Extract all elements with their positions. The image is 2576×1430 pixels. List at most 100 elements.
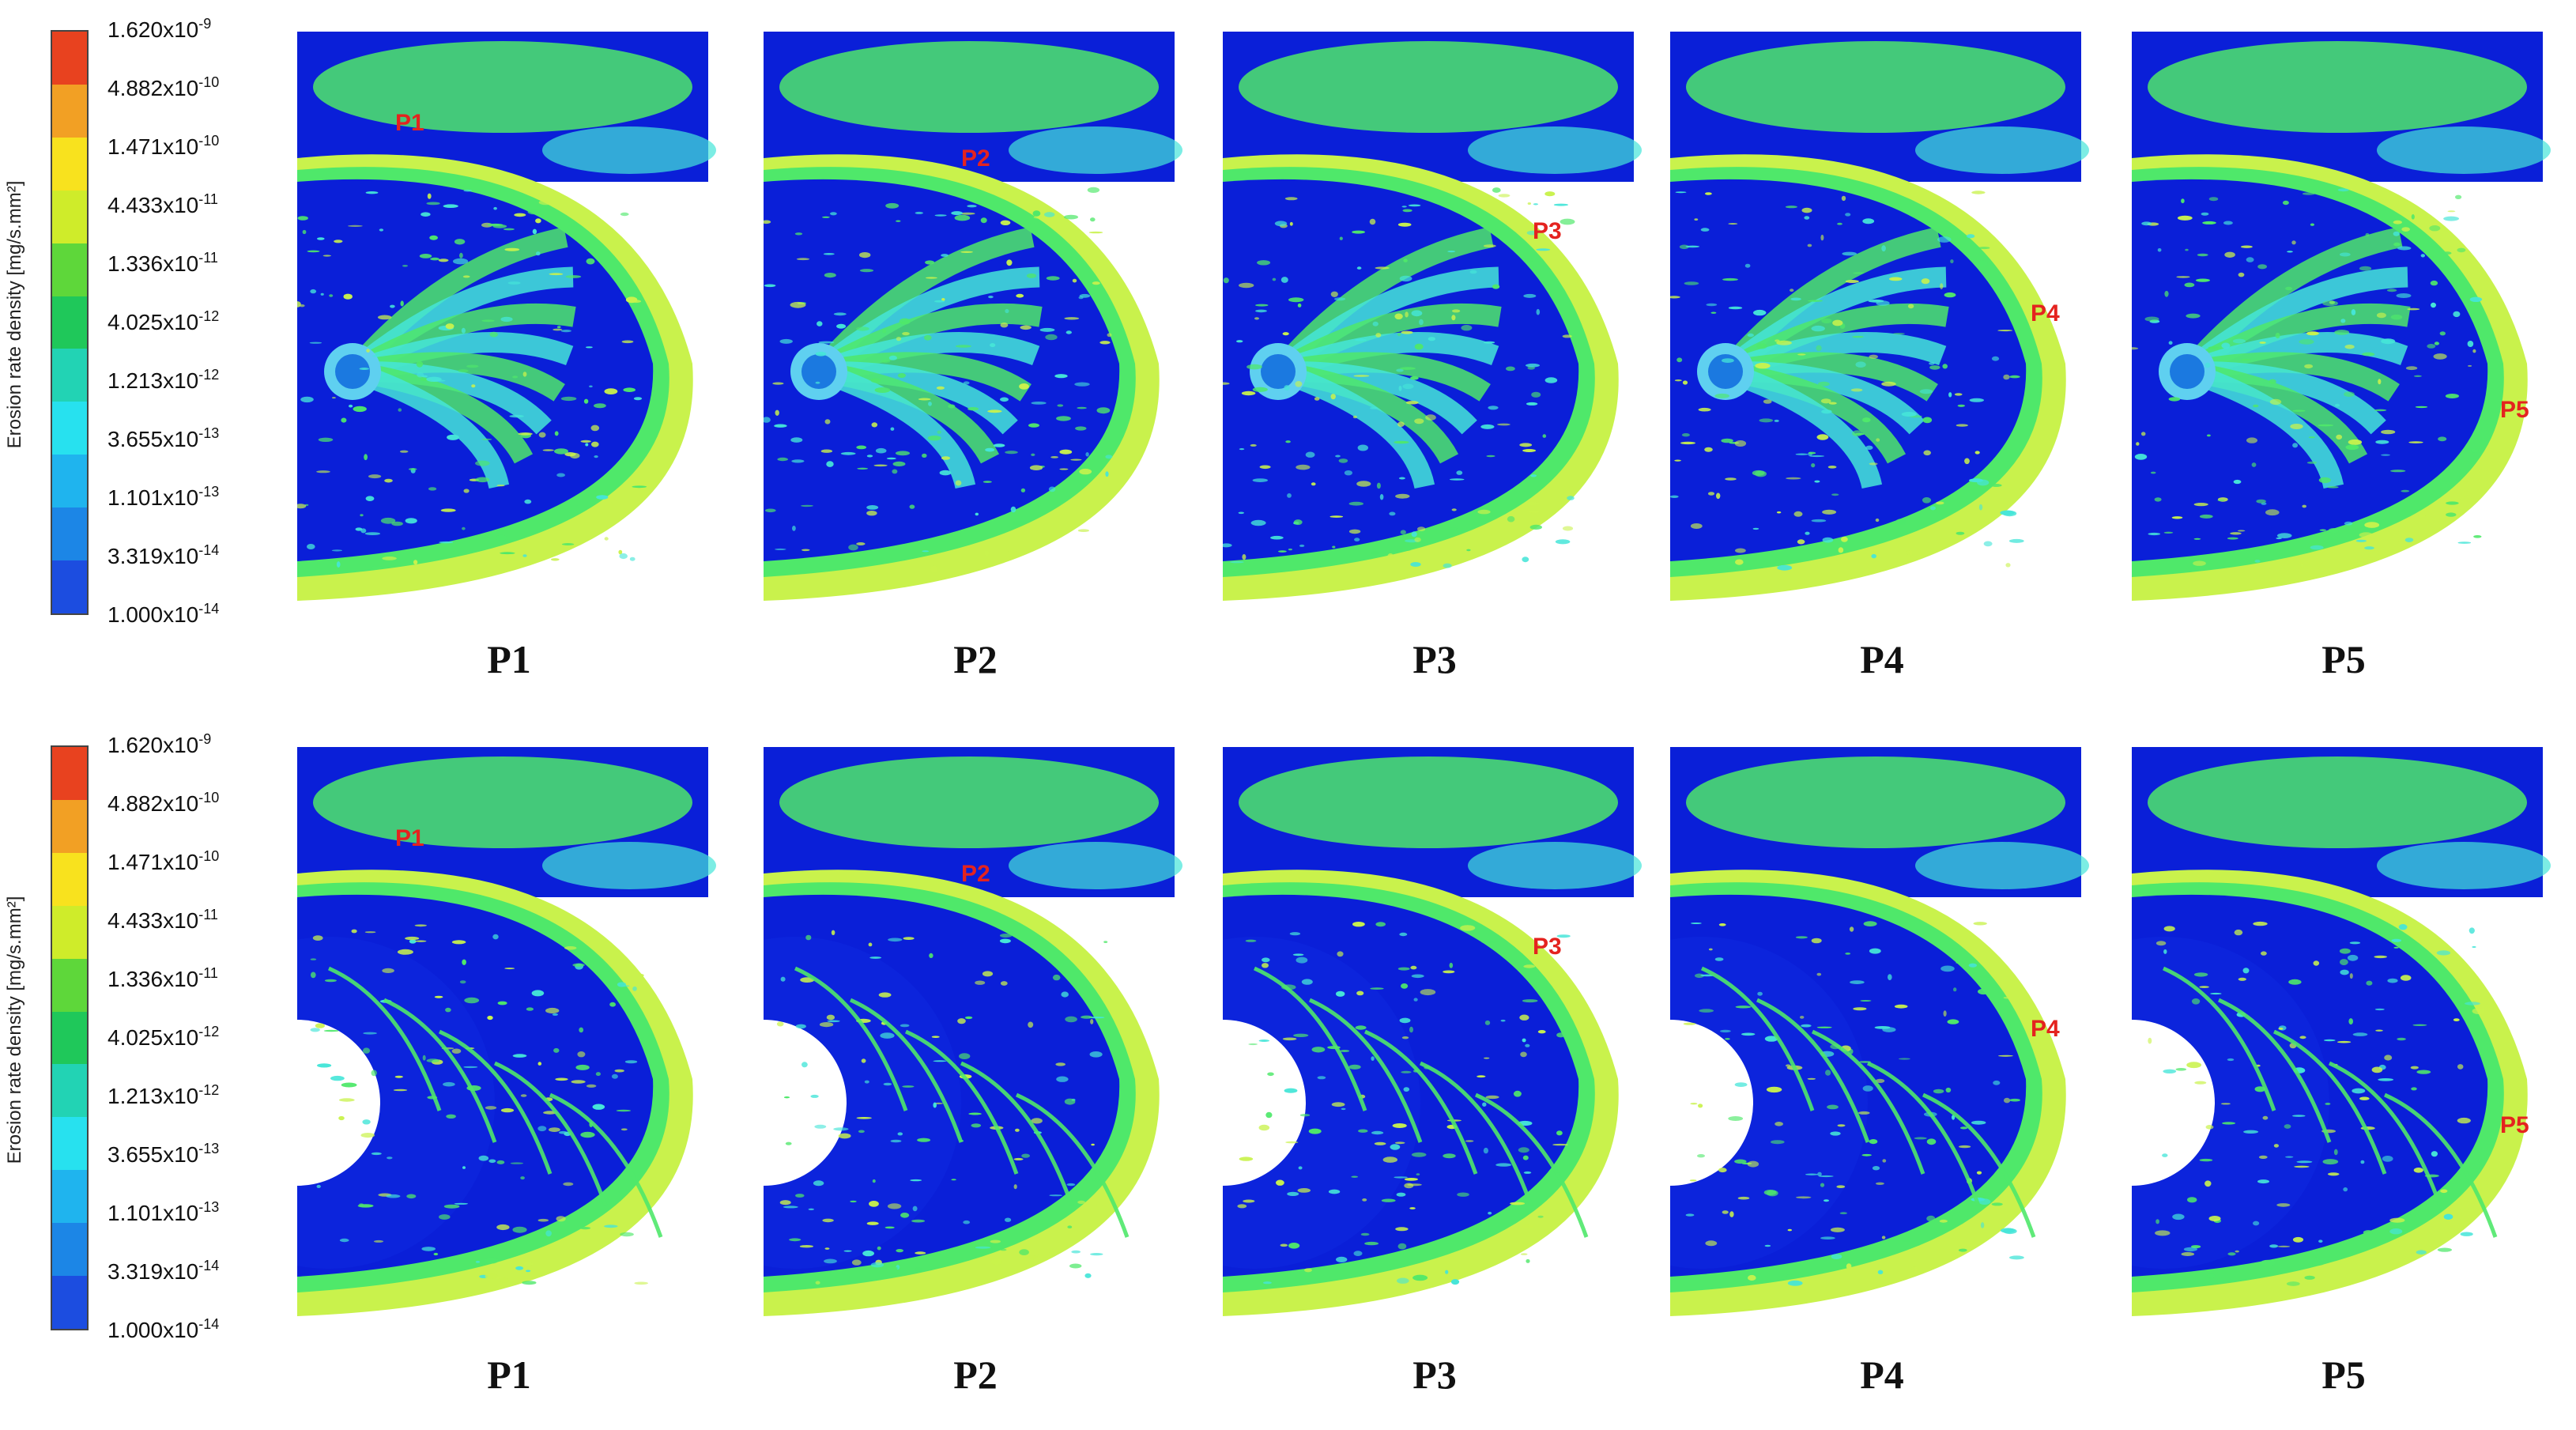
erosion-spot: [561, 543, 575, 545]
erosion-spot: [317, 237, 325, 240]
erosion-spot: [570, 203, 575, 209]
erosion-spot: [1293, 1033, 1309, 1037]
erosion-spot: [339, 1238, 349, 1243]
erosion-spot: [402, 265, 408, 267]
wear-streak: [327, 966, 442, 1111]
pipe-erosion-zone: [1239, 757, 1618, 848]
legend-tick-label: 4.882x10-10: [107, 790, 220, 816]
erosion-spot: [1869, 948, 1881, 954]
erosion-spot: [1734, 440, 1747, 447]
contour-image: P3: [1223, 32, 1642, 601]
erosion-spot: [1250, 443, 1257, 447]
erosion-spot: [518, 432, 533, 436]
erosion-spot: [609, 1002, 616, 1007]
erosion-spot: [1804, 216, 1810, 220]
erosion-spot: [2378, 379, 2382, 385]
erosion-spot: [1911, 1266, 1916, 1271]
erosion-spot: [1066, 1183, 1076, 1187]
erosion-spot: [1031, 453, 1035, 456]
erosion-spot: [466, 364, 479, 368]
erosion-spot: [1845, 953, 1851, 955]
erosion-spot: [1853, 1007, 1867, 1011]
erosion-spot: [1831, 493, 1839, 496]
erosion-spot: [1529, 510, 1540, 513]
erosion-spot: [951, 1179, 956, 1181]
erosion-spot: [1039, 327, 1055, 332]
erosion-spot: [984, 550, 990, 557]
erosion-spot: [1825, 1070, 1831, 1076]
erosion-spot: [1402, 383, 1414, 390]
erosion-spot: [633, 397, 643, 401]
erosion-spot: [556, 326, 561, 329]
erosion-spot: [1447, 251, 1456, 253]
hub-back-face: [1223, 937, 1420, 1269]
erosion-spot: [2349, 941, 2361, 945]
erosion-spot: [520, 1094, 527, 1097]
erosion-spot: [1025, 218, 1039, 224]
erosion-spot: [2269, 379, 2276, 384]
erosion-spot: [1728, 1116, 1744, 1121]
legend-tick-label: 1.471x10-10: [107, 133, 220, 159]
erosion-spot: [1059, 468, 1069, 470]
erosion-spot: [1700, 228, 1710, 232]
erosion-spot: [975, 980, 986, 985]
erosion-spot: [2202, 221, 2216, 224]
erosion-spot: [1285, 440, 1291, 443]
erosion-spot: [1957, 404, 1965, 407]
erosion-spot: [1929, 365, 1940, 370]
erosion-spot: [2259, 341, 2266, 344]
erosion-spot: [592, 1104, 605, 1110]
erosion-spot: [1741, 1032, 1756, 1036]
erosion-spot: [869, 1201, 879, 1207]
erosion-spot: [1556, 1130, 1563, 1136]
erosion-spot: [1764, 1036, 1778, 1042]
erosion-spot: [1284, 385, 1290, 391]
erosion-spot: [2241, 245, 2253, 248]
erosion-spot: [329, 294, 334, 297]
erosion-spot: [1978, 504, 1983, 511]
erosion-spot: [447, 434, 459, 440]
erosion-spot: [2265, 509, 2280, 516]
erosion-spot: [1381, 1198, 1396, 1202]
erosion-spot: [1028, 1021, 1034, 1028]
monitor-point-label: P4: [2031, 300, 2060, 326]
erosion-spot: [1808, 451, 1816, 455]
erosion-spot: [2411, 1087, 2417, 1091]
erosion-spot: [1708, 948, 1713, 951]
erosion-spot: [365, 496, 375, 501]
erosion-spot: [2299, 1036, 2306, 1039]
erosion-spot: [1242, 554, 1247, 560]
erosion-spot: [417, 372, 424, 378]
erosion-spot: [419, 254, 432, 258]
erosion-spot: [1229, 566, 1239, 572]
erosion-spot: [931, 1036, 940, 1038]
erosion-spot: [565, 275, 582, 278]
monitor-point-label: P2: [961, 145, 990, 172]
erosion-spot: [1816, 1026, 1832, 1028]
erosion-spot: [1413, 998, 1418, 1002]
erosion-spot: [1485, 1095, 1499, 1100]
erosion-spot: [2186, 313, 2201, 319]
erosion-spot: [2390, 314, 2403, 320]
erosion-spot: [421, 1247, 436, 1251]
erosion-spot: [2336, 434, 2343, 440]
legend-swatch: [52, 905, 87, 959]
erosion-spot: [1940, 283, 1944, 289]
erosion-spot: [1482, 1102, 1487, 1107]
erosion-spot: [1675, 191, 1687, 194]
erosion-spot: [1328, 1189, 1341, 1194]
erosion-spot: [1401, 1070, 1412, 1073]
erosion-spot: [515, 1266, 524, 1270]
erosion-spot: [1520, 1253, 1528, 1255]
erosion-spot: [1737, 1196, 1750, 1200]
wear-streak: [2162, 966, 2276, 1111]
erosion-spot: [1836, 1185, 1846, 1188]
erosion-spot: [2199, 986, 2209, 988]
erosion-spot: [397, 949, 413, 955]
erosion-spot: [789, 1238, 801, 1242]
erosion-spot: [941, 298, 945, 301]
erosion-spot: [955, 345, 971, 348]
erosion-spot: [1077, 406, 1087, 409]
erosion-spot: [810, 1094, 819, 1098]
erosion-spot: [2171, 516, 2183, 519]
